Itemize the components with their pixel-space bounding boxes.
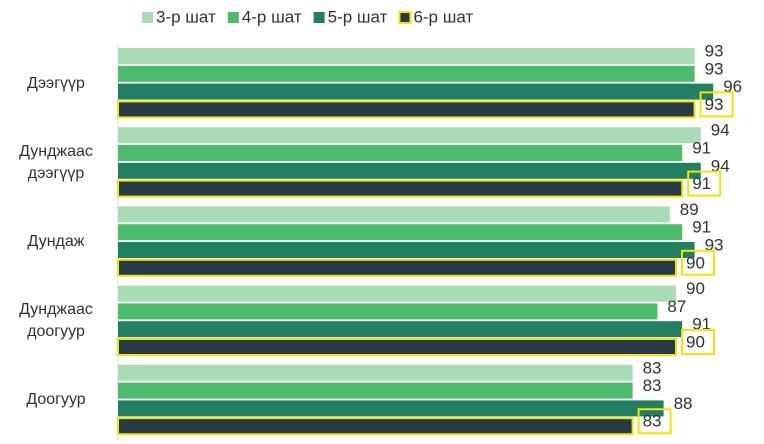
legend-label: 3-р шат [156, 7, 216, 26]
value-label: 93 [705, 95, 724, 114]
legend-swatch [227, 12, 239, 23]
value-label: 87 [667, 297, 686, 316]
bar [118, 127, 701, 144]
legend-swatch [313, 12, 325, 23]
value-label: 83 [643, 358, 662, 377]
legend-swatch [398, 11, 412, 24]
legend-label: 5-р шат [328, 7, 388, 26]
bar [118, 48, 695, 64]
bar [117, 338, 677, 356]
value-label: 90 [686, 332, 705, 351]
value-label: 96 [723, 77, 742, 96]
category-label: Дунджаас доогуур [19, 301, 93, 341]
value-label: 94 [711, 156, 730, 175]
category-label: Дээгүүр [27, 74, 85, 92]
bar [117, 417, 634, 436]
bar [118, 206, 670, 223]
value-label: 93 [705, 41, 724, 60]
value-label: 83 [643, 412, 662, 431]
legend-swatch [142, 12, 153, 23]
category-label: Дундаж [27, 233, 85, 250]
value-label: 91 [692, 138, 711, 157]
category-label: Дунджаас дээгүүр [19, 142, 93, 182]
value-label: 90 [686, 279, 705, 298]
value-label: 93 [705, 59, 724, 78]
label-box [681, 329, 715, 355]
value-label: 90 [686, 253, 705, 272]
bar [118, 321, 683, 338]
bar [118, 400, 664, 417]
bar [118, 83, 714, 100]
value-label: 91 [692, 315, 711, 334]
bar [118, 145, 683, 161]
bar [118, 65, 695, 82]
value-label: 88 [674, 394, 693, 413]
bar [118, 285, 676, 302]
bar [118, 242, 695, 258]
value-label: 91 [692, 174, 711, 193]
value-label: 83 [643, 376, 662, 395]
bar [117, 100, 696, 119]
legend-label: 4-р шат [242, 7, 302, 26]
label-box [637, 408, 672, 435]
bar [118, 303, 658, 320]
legend-label: 6-р шат [413, 7, 473, 26]
label-box [681, 249, 715, 276]
category-label: Доогуур [26, 391, 86, 409]
bar [118, 364, 633, 381]
label-box [699, 91, 734, 118]
value-label: 91 [692, 218, 711, 237]
bar [118, 382, 633, 399]
bar [117, 258, 677, 277]
value-label: 94 [711, 121, 730, 140]
bar [118, 224, 683, 241]
bar [118, 162, 701, 179]
value-label: 89 [680, 200, 699, 219]
value-label: 93 [705, 235, 724, 254]
bar [117, 179, 684, 198]
label-box [687, 170, 722, 197]
